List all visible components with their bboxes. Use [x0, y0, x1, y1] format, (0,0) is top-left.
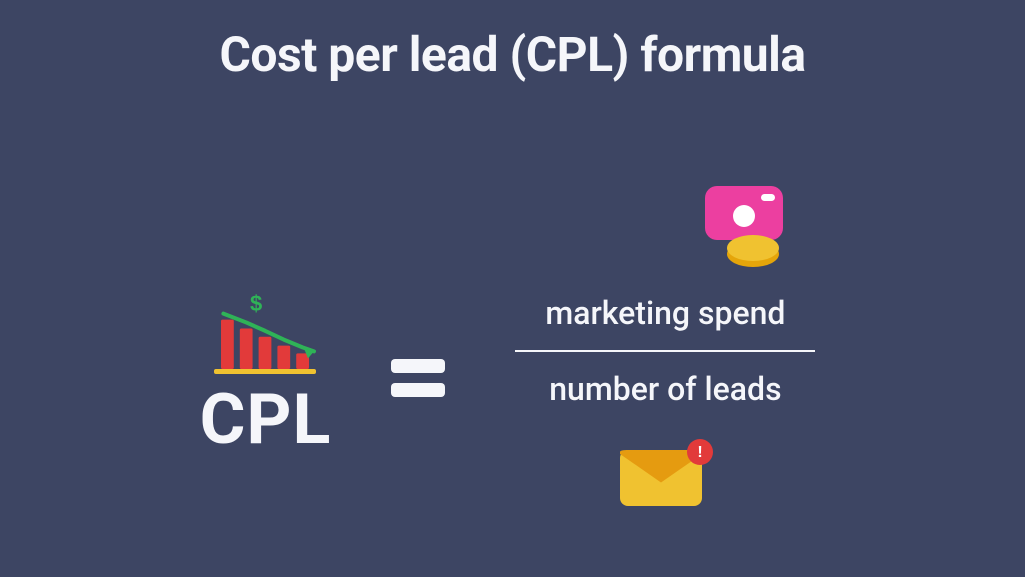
fraction-denominator: number of leads — [549, 370, 781, 408]
fraction-line — [515, 350, 815, 352]
svg-text:$: $ — [250, 291, 262, 316]
cpl-label: CPL — [200, 385, 332, 455]
page-title: Cost per lead (CPL) formula — [0, 26, 1025, 83]
equals-bar-top — [391, 359, 445, 373]
declining-chart-icon: $ — [210, 291, 320, 377]
fraction-numerator: marketing spend — [545, 294, 785, 332]
money-card-icon — [687, 180, 797, 270]
formula-region: $ CPL marketing spend number of leads ! — [0, 180, 1025, 516]
equals-bar-bottom — [391, 383, 445, 397]
equals-sign — [391, 359, 445, 397]
formula-left: $ CPL — [200, 241, 332, 455]
formula-fraction: marketing spend number of leads ! — [505, 180, 825, 516]
mail-alert-icon: ! — [610, 436, 720, 516]
svg-text:!: ! — [698, 444, 703, 461]
